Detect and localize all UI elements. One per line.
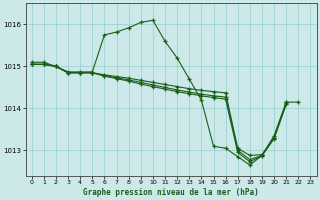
X-axis label: Graphe pression niveau de la mer (hPa): Graphe pression niveau de la mer (hPa) [83, 188, 259, 197]
